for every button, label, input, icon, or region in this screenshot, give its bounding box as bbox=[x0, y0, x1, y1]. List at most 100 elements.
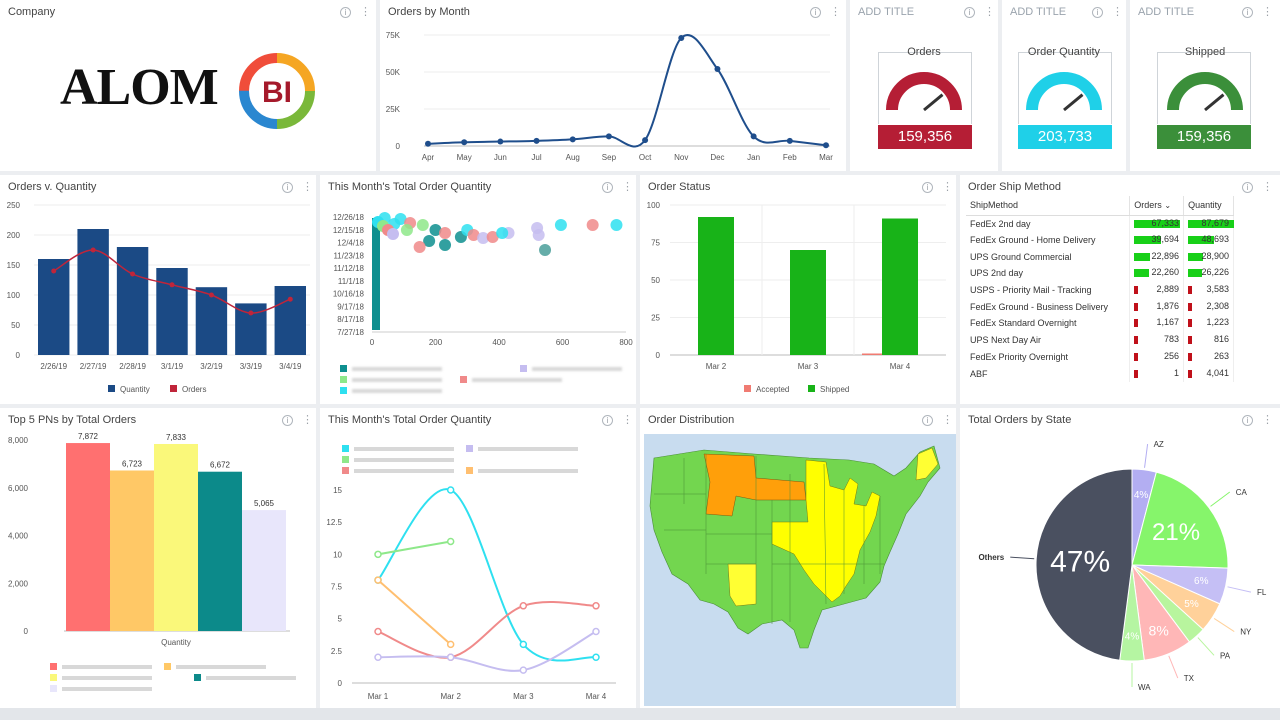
data-point bbox=[750, 133, 757, 140]
info-icon[interactable]: i bbox=[1242, 415, 1253, 426]
more-vertical-icon[interactable]: ⋮ bbox=[942, 413, 953, 426]
y-tick-label: 11/12/18 bbox=[333, 264, 364, 273]
info-icon[interactable]: i bbox=[810, 7, 821, 18]
legend-label-blurred bbox=[478, 469, 578, 473]
data-point bbox=[605, 133, 612, 140]
cell-bar-wrap: 1,223 bbox=[1188, 315, 1229, 331]
y-tick-label: 9/17/18 bbox=[337, 302, 364, 311]
top5-chart: 0 2,000 4,000 6,000 8,000 7,872 6,723 7,833 6,67… bbox=[8, 432, 296, 692]
legend-swatch bbox=[164, 663, 171, 670]
more-vertical-icon[interactable]: ⋮ bbox=[360, 5, 371, 18]
month-total-line-panel: This Month's Total Order Quantity i ⋮ 0 2… bbox=[320, 408, 636, 708]
x-tick-label: 3/4/19 bbox=[279, 362, 302, 371]
x-tick-label: Mar 3 bbox=[798, 362, 819, 371]
info-icon[interactable]: i bbox=[964, 7, 975, 18]
state-borders bbox=[654, 454, 884, 624]
more-vertical-icon[interactable]: ⋮ bbox=[1112, 5, 1123, 18]
column-header-orders[interactable]: Orders ⌄ bbox=[1129, 196, 1185, 216]
cell-shipmethod: UPS Ground Commercial bbox=[966, 248, 1131, 266]
cell-bar-wrap: 87,679 bbox=[1188, 216, 1235, 232]
data-point bbox=[446, 537, 455, 546]
info-icon[interactable]: i bbox=[1092, 7, 1103, 18]
legend-swatch bbox=[340, 376, 347, 383]
data-point bbox=[592, 602, 600, 610]
order-distribution-panel: Order Distribution i ⋮ bbox=[640, 408, 956, 708]
table-row[interactable]: FedEx Ground - Home Delivery 39,694 48,693 bbox=[966, 231, 1234, 249]
y-tick-label: 12/26/18 bbox=[333, 213, 365, 222]
legend-swatch bbox=[170, 385, 177, 392]
cell-quantity: 263 bbox=[1183, 348, 1234, 366]
table-row[interactable]: UPS Next Day Air 783 816 bbox=[966, 331, 1234, 349]
data-point bbox=[446, 653, 455, 662]
more-vertical-icon[interactable]: ⋮ bbox=[1262, 5, 1273, 18]
more-vertical-icon[interactable]: ⋮ bbox=[622, 180, 633, 193]
x-tick-label: 200 bbox=[429, 338, 443, 347]
table-row[interactable]: FedEx Standard Overnight 1,167 1,223 bbox=[966, 315, 1234, 332]
info-icon[interactable]: i bbox=[282, 415, 293, 426]
table-header-row: ShipMethod Orders ⌄ Quantity bbox=[966, 196, 1234, 216]
panel-title[interactable]: ADD TITLE bbox=[1010, 6, 1067, 18]
table-row[interactable]: FedEx Priority Overnight 256 263 bbox=[966, 348, 1234, 366]
data-point bbox=[374, 550, 382, 559]
table-row[interactable]: UPS 2nd day 22,260 26,226 bbox=[966, 265, 1234, 282]
cell-databar bbox=[1134, 286, 1138, 295]
cell-shipmethod: UPS Next Day Air bbox=[966, 331, 1131, 349]
column-header-shipmethod[interactable]: ShipMethod bbox=[966, 196, 1131, 216]
more-vertical-icon[interactable]: ⋮ bbox=[942, 180, 953, 193]
more-vertical-icon[interactable]: ⋮ bbox=[302, 413, 313, 426]
table-row[interactable]: ABF 1 4,041 bbox=[966, 365, 1234, 382]
more-vertical-icon[interactable]: ⋮ bbox=[1262, 180, 1273, 193]
company-logo: ALOM BI bbox=[60, 52, 320, 132]
info-icon[interactable]: i bbox=[340, 7, 351, 18]
orders-by-state-panel: Total Orders by State i ⋮ 4% AZ 21% CA 6% FL 5… bbox=[960, 408, 1280, 708]
x-tick-label: Jun bbox=[494, 153, 507, 162]
info-icon[interactable]: i bbox=[1242, 182, 1253, 193]
panel-title[interactable]: ADD TITLE bbox=[858, 6, 915, 18]
legend-swatch bbox=[342, 445, 349, 452]
slice-label: 4% bbox=[1125, 631, 1140, 642]
more-vertical-icon[interactable]: ⋮ bbox=[622, 413, 633, 426]
cell-quantity: 28,900 bbox=[1183, 248, 1234, 266]
column-header-quantity[interactable]: Quantity bbox=[1183, 196, 1234, 216]
info-icon[interactable]: i bbox=[602, 182, 613, 193]
leader-line bbox=[1197, 637, 1215, 656]
cell-bar-wrap: 28,900 bbox=[1188, 249, 1229, 265]
data-point bbox=[413, 241, 426, 253]
panel-title[interactable]: ADD TITLE bbox=[1138, 6, 1195, 18]
info-icon[interactable]: i bbox=[922, 415, 933, 426]
cell-value: 1,167 bbox=[1156, 317, 1180, 328]
cell-value: 816 bbox=[1213, 334, 1229, 345]
table-row[interactable]: FedEx 2nd day 67,333 87,679 bbox=[966, 215, 1235, 232]
x-tick-label: 2/26/19 bbox=[40, 362, 67, 371]
info-icon[interactable]: i bbox=[1242, 7, 1253, 18]
table-row[interactable]: FedEx Ground - Business Delivery 1,876 2,3… bbox=[966, 298, 1234, 316]
x-tick-label: Mar 4 bbox=[890, 362, 911, 371]
info-icon[interactable]: i bbox=[282, 182, 293, 193]
category-label: CA bbox=[1236, 488, 1248, 497]
more-vertical-icon[interactable]: ⋮ bbox=[830, 5, 841, 18]
cell-databar bbox=[1188, 286, 1192, 295]
data-label: 5,065 bbox=[254, 499, 275, 508]
table-row[interactable]: USPS - Priority Mail - Tracking 2,889 3,58… bbox=[966, 281, 1234, 299]
series-line bbox=[377, 630, 597, 672]
more-vertical-icon[interactable]: ⋮ bbox=[1262, 413, 1273, 426]
more-vertical-icon[interactable]: ⋮ bbox=[984, 5, 995, 18]
cell-orders: 783 bbox=[1129, 331, 1185, 349]
month-total-scatter-chart: 12/26/18 12/15/18 12/4/18 11/23/18 11/12/18 1… bbox=[333, 212, 633, 394]
info-icon[interactable]: i bbox=[922, 182, 933, 193]
y-tick-label: 15 bbox=[333, 486, 342, 495]
cell-quantity: 3,583 bbox=[1183, 281, 1234, 299]
legend-swatch bbox=[108, 385, 115, 392]
info-icon[interactable]: i bbox=[602, 415, 613, 426]
series-line bbox=[377, 600, 597, 659]
state-yellow-ne bbox=[915, 447, 939, 481]
table-row[interactable]: UPS Ground Commercial 22,896 28,900 bbox=[966, 248, 1234, 266]
orders-by-state-pie: 4% AZ 21% CA 6% FL 5% NY PA 8% TX 4% WA 47% Others bbox=[978, 440, 1266, 692]
panel-title: Order Distribution bbox=[648, 414, 735, 426]
bottom-scrollbar[interactable] bbox=[0, 708, 1280, 720]
data-point bbox=[387, 228, 399, 240]
legend-label-blurred bbox=[352, 378, 442, 382]
more-vertical-icon[interactable]: ⋮ bbox=[302, 180, 313, 193]
us-map[interactable] bbox=[644, 434, 956, 706]
cell-value: 1 bbox=[1174, 367, 1180, 378]
